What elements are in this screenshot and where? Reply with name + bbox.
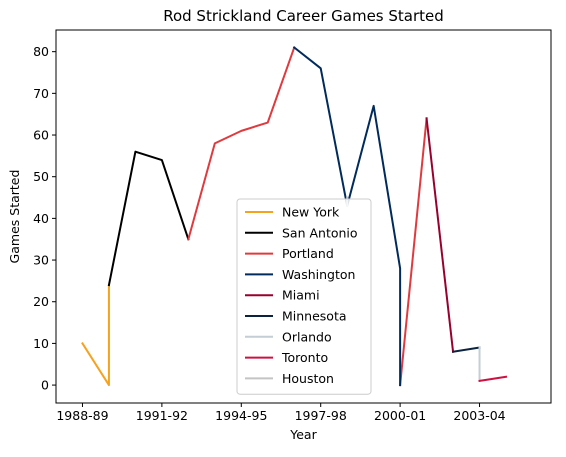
x-tick-label: 2000-01 [374,408,426,423]
legend-label: Washington [282,267,355,282]
y-tick-label: 20 [33,294,49,309]
series-line-minnesota [451,346,481,353]
legend-item-minnesota: Minnesota [245,309,347,324]
legend-label: Houston [282,371,334,386]
x-tick-label: 1994-95 [215,408,267,423]
series-line-washington [292,46,402,387]
x-tick-label: 1997-98 [295,408,347,423]
x-tick-label: 1988-89 [56,408,108,423]
y-tick-label: 40 [33,211,49,226]
plot-frame [55,29,552,404]
series-line-portland [187,46,296,241]
x-axis-title: Year [289,427,317,442]
series-line-new-york [81,284,110,387]
legend-label: New York [282,205,340,220]
x-tick-label: 1991-92 [136,408,188,423]
legend-item-miami: Miami [245,288,320,303]
legend-box [236,198,372,395]
legend-label: Orlando [282,329,332,344]
series-line-san-antonio [107,150,190,287]
x-tick-label: 2003-04 [453,408,505,423]
y-tick-label: 0 [41,378,49,393]
y-axis: 0 10 20 30 40 50 60 70 80 [33,44,56,393]
y-axis-title: Games Started [7,170,22,264]
legend-item-san-antonio: San Antonio [245,225,358,240]
series-line-miami [425,117,455,353]
y-tick-label: 60 [33,128,49,143]
legend-item-toronto: Toronto [245,350,328,365]
legend: New York San Antonio Portland Washington Mia… [236,198,372,395]
y-tick-label: 10 [33,336,49,351]
legend-label: Toronto [281,350,328,365]
legend-label: Portland [282,246,334,261]
legend-item-new-york: New York [245,205,340,220]
y-tick-label: 30 [33,253,49,268]
series-line-toronto [478,375,508,383]
x-axis: 1988-89 1991-92 1994-95 1997-98 2000-01 2003-… [56,403,506,423]
legend-label: San Antonio [282,225,358,240]
y-tick-label: 80 [33,44,49,59]
y-tick-label: 50 [33,169,49,184]
legend-item-orlando: Orlando [245,329,332,344]
legend-item-portland: Portland [245,246,334,261]
legend-item-houston: Houston [245,371,334,386]
legend-item-washington: Washington [245,267,355,282]
series-connector-line [399,117,428,387]
chart-title: Rod Strickland Career Games Started [163,7,444,25]
y-tick-label: 70 [33,86,49,101]
legend-label: Minnesota [282,309,347,324]
legend-label: Miami [282,288,320,303]
